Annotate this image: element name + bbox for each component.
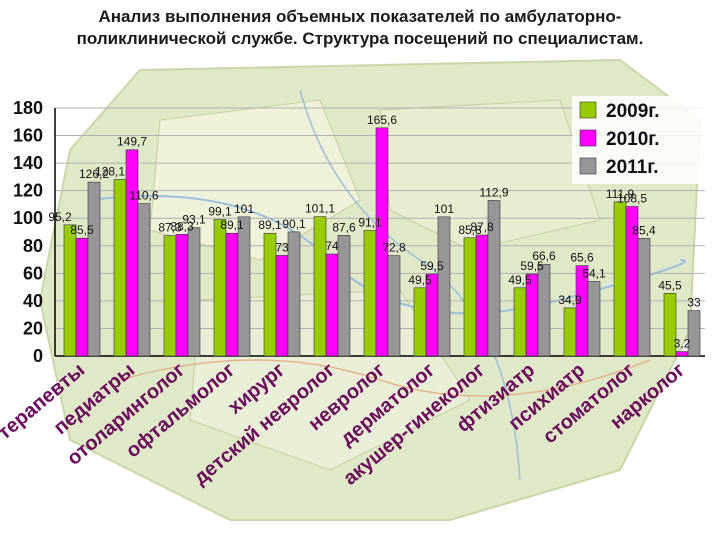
- bar-2011г.-дерматолог: [437, 216, 451, 357]
- bar-2009г.-педиатры: [113, 179, 127, 357]
- chart-title: Анализ выполнения объемных показателей п…: [76, 7, 644, 48]
- bar-2011г.-фтизиатр: [537, 263, 551, 357]
- legend-label: 2011г.: [606, 157, 659, 178]
- bar-2009г.-терапевты: [63, 224, 77, 357]
- bar-2009г.-психиатр: [563, 307, 577, 357]
- data-label: 59,5: [520, 259, 544, 273]
- bar-2009г.-акушер-гинеколог: [463, 237, 477, 357]
- bar-2009г.-хирург: [263, 232, 277, 357]
- bar-2010г.-офтальмолог: [225, 232, 239, 357]
- bar-2011г.-психиатр: [587, 281, 601, 357]
- legend-label: 2010г.: [606, 129, 660, 150]
- data-label: 74: [325, 239, 339, 253]
- data-label: 87,6: [332, 220, 356, 234]
- data-label: 45,5: [658, 278, 682, 292]
- data-label: 90,1: [282, 217, 306, 231]
- bar-2010г.-отоларинголог: [175, 234, 189, 357]
- data-label: 149,7: [117, 135, 147, 149]
- bar-2011г.-офтальмолог: [237, 216, 251, 357]
- legend-swatch: [579, 101, 597, 119]
- y-tick-label: 20: [23, 318, 43, 338]
- data-label: 54,1: [582, 266, 606, 280]
- bar-2011г.-стоматолог: [637, 238, 651, 357]
- bar-2011г.-акушер-гинеколог: [487, 200, 501, 357]
- data-label: 88,3: [170, 219, 194, 233]
- y-tick-label: 40: [23, 291, 43, 311]
- data-label: 85,4: [632, 223, 656, 237]
- bar-2009г.-стоматолог: [613, 201, 627, 357]
- data-label: 87,8: [470, 220, 494, 234]
- y-axis-ticks: 0 20 40 60 80 100 120 140 160 180: [13, 98, 43, 366]
- data-label: 112,9: [479, 185, 508, 199]
- data-label: 128,1: [95, 165, 125, 179]
- bar-2011г.-хирург: [287, 231, 301, 357]
- data-label: 49,5: [408, 273, 432, 287]
- data-label: 73: [275, 240, 289, 254]
- data-label: 99,1: [208, 204, 232, 218]
- data-label: 101,1: [305, 202, 335, 216]
- data-label: 66,6: [532, 249, 556, 263]
- data-label: 101: [434, 202, 454, 216]
- bar-2009г.-отоларинголог: [163, 235, 177, 357]
- data-label: 89,1: [258, 218, 282, 232]
- bar-2011г.-невролог: [387, 255, 401, 357]
- data-label: 101: [234, 202, 254, 216]
- legend-swatch: [579, 129, 597, 147]
- bar-2011г.-детский невролог: [337, 235, 351, 357]
- bar-2011г.-терапевты: [87, 181, 101, 357]
- y-tick-label: 120: [13, 181, 43, 201]
- data-label: 3,2: [674, 337, 691, 351]
- data-label: 34,9: [558, 293, 582, 307]
- data-label: 49,5: [508, 273, 532, 287]
- data-label: 110,6: [129, 189, 158, 203]
- bar-2009г.-детский невролог: [313, 216, 327, 357]
- bar-2009г.-офтальмолог: [213, 219, 227, 357]
- bar-2010г.-хирург: [275, 255, 289, 357]
- bar-2011г.-отоларинголог: [187, 227, 201, 357]
- legend: 2009г. 2010г. 2011г.: [572, 96, 712, 184]
- data-label: 85,8: [458, 223, 482, 237]
- bar-2010г.-педиатры: [125, 149, 139, 357]
- data-label: 65,6: [570, 251, 594, 265]
- bar-2010г.-нарколог: [675, 351, 689, 357]
- bar-2009г.-дерматолог: [413, 287, 427, 357]
- data-label: 33: [687, 296, 701, 310]
- data-label: 93,1: [182, 213, 206, 227]
- bar-2009г.-нарколог: [663, 293, 677, 357]
- y-tick-label: 100: [13, 208, 43, 228]
- bar-2009г.-невролог: [363, 230, 377, 357]
- data-label: 72,8: [382, 241, 406, 255]
- bars: [63, 127, 701, 357]
- data-label: 95,2: [48, 210, 72, 224]
- bar-2010г.-детский невролог: [325, 253, 339, 357]
- data-label: 126,2: [79, 167, 109, 181]
- data-label: 59,5: [420, 259, 444, 273]
- data-label: 108,5: [617, 192, 647, 206]
- bar-2011г.-педиатры: [137, 203, 151, 357]
- y-tick-label: 60: [23, 263, 43, 283]
- data-labels: 95,2128,187,399,189,1101,191,149,585,849…: [48, 113, 701, 351]
- data-label: 89,1: [220, 218, 244, 232]
- bar-2010г.-невролог: [375, 127, 389, 357]
- y-tick-label: 0: [33, 346, 43, 366]
- data-label: 85,5: [70, 223, 94, 237]
- y-tick-label: 160: [13, 126, 43, 146]
- y-tick-label: 180: [13, 98, 43, 118]
- bar-2010г.-терапевты: [75, 237, 89, 357]
- x-axis-category-labels: терапевтыпедиатрыотоларингологофтальмоло…: [0, 359, 689, 490]
- data-label: 165,6: [367, 113, 397, 127]
- bar-2010г.-акушер-гинеколог: [475, 234, 489, 357]
- legend-swatch: [579, 157, 597, 175]
- data-label: 87,3: [158, 221, 182, 235]
- legend-label: 2009г.: [606, 101, 660, 122]
- y-tick-label: 140: [13, 153, 43, 173]
- bar-2011г.-нарколог: [687, 310, 701, 357]
- data-label: 91,1: [358, 215, 382, 229]
- bar-2009г.-фтизиатр: [513, 287, 527, 357]
- y-tick-label: 80: [23, 236, 43, 256]
- data-label: 111,9: [606, 187, 635, 201]
